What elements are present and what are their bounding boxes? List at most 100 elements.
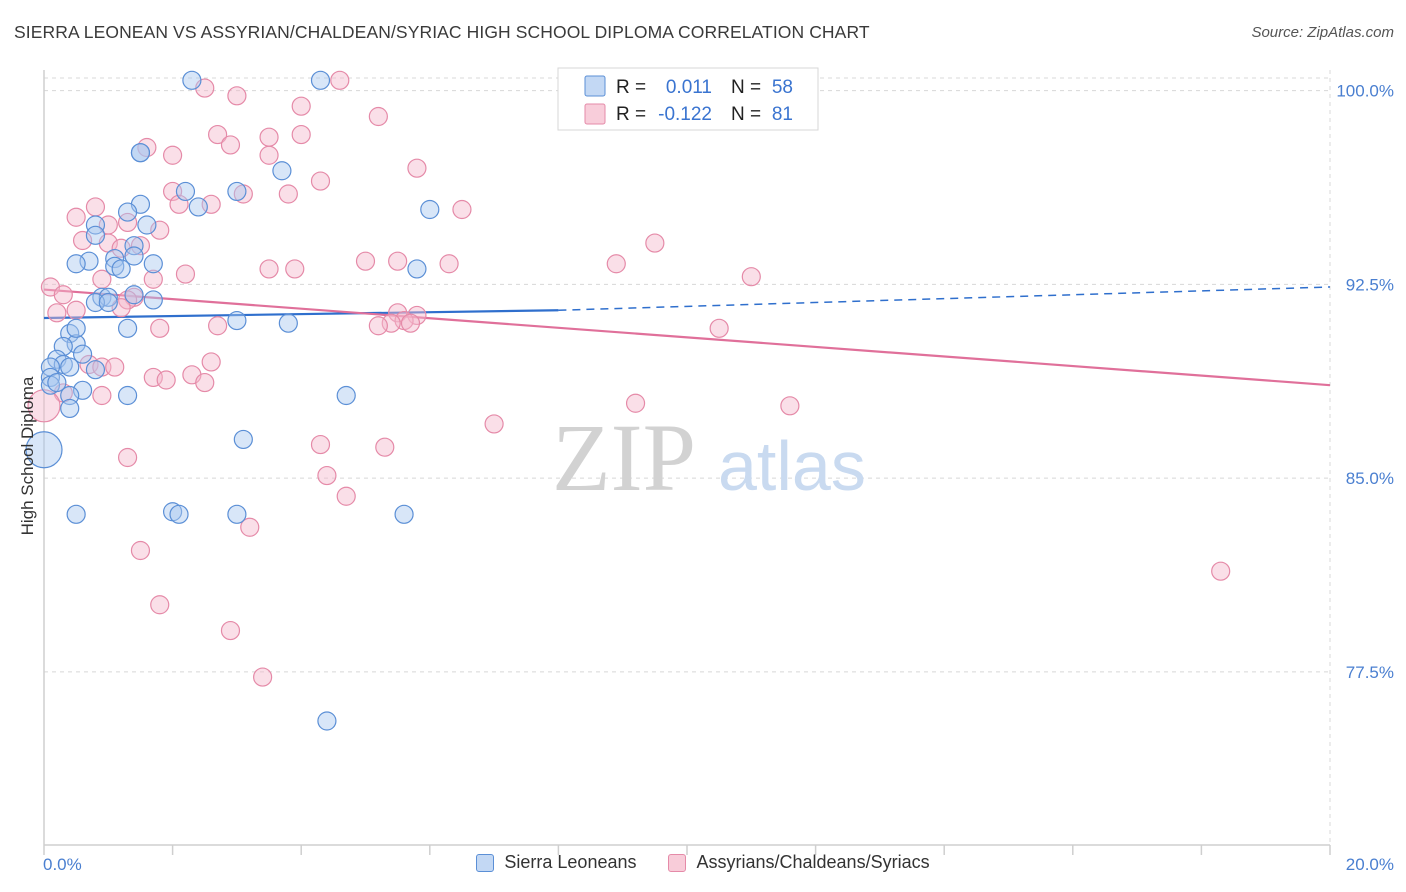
point-sierra-19	[143, 254, 163, 274]
point-assyrian-52	[368, 316, 388, 336]
point-assyrian-38	[143, 269, 163, 289]
point-sierra-3	[130, 143, 151, 163]
trend-line-sierra-dashed	[558, 286, 1331, 311]
point-assyrian-32	[439, 254, 459, 274]
point-assyrian-4	[368, 106, 388, 127]
point-assyrian-68	[27, 389, 61, 423]
legend-n-label-1: N =	[731, 77, 761, 98]
point-assyrian-46	[47, 303, 67, 323]
point-sierra-48	[233, 429, 253, 450]
point-assyrian-36	[175, 264, 196, 284]
point-assyrian-30	[355, 251, 376, 271]
point-assyrian-55	[709, 318, 729, 338]
point-assyrian-59	[105, 357, 125, 377]
point-sierra-21	[111, 259, 131, 279]
point-assyrian-79	[220, 620, 241, 641]
point-sierra-5	[175, 181, 196, 202]
point-sierra-23	[124, 285, 144, 305]
point-sierra-35	[72, 344, 93, 364]
point-assyrian-77	[1211, 561, 1231, 581]
point-assyrian-76	[130, 540, 151, 561]
y-tick-1: 92.5%	[1346, 275, 1394, 294]
point-sierra-39	[85, 360, 106, 380]
point-assyrian-11	[259, 145, 279, 165]
point-sierra-26	[143, 290, 163, 310]
legend-r-value-1: 0.011	[666, 77, 712, 98]
point-sierra-24	[92, 287, 112, 307]
point-sierra-47	[60, 398, 80, 419]
legend-swatch-assyrians	[668, 853, 687, 872]
point-assyrian-35	[285, 259, 305, 279]
point-sierra-50	[66, 504, 86, 524]
legend-label-assyrians: Assyrians/Chaldeans/Syriacs	[696, 852, 930, 872]
point-assyrian-6	[208, 124, 228, 145]
legend-item-sierra-leoneans: Sierra Leoneans	[476, 852, 636, 873]
legend-n-value-1: 58	[772, 77, 793, 98]
point-sierra-28	[98, 292, 118, 313]
point-sierra-25	[98, 287, 118, 307]
legend-r-label-2: R =	[616, 104, 646, 125]
point-sierra-0	[182, 70, 202, 90]
legend-item-assyrians: Assyrians/Chaldeans/Syriacs	[668, 852, 930, 873]
point-assyrian-24	[150, 220, 170, 240]
point-assyrian-72	[117, 447, 138, 468]
point-assyrian-22	[117, 212, 138, 233]
point-assyrian-2	[227, 86, 247, 106]
axes	[43, 70, 1331, 855]
point-assyrian-0	[330, 70, 350, 90]
point-assyrian-69	[484, 414, 504, 434]
point-assyrian-7	[259, 127, 279, 147]
point-sierra-12	[137, 215, 157, 235]
point-assyrian-44	[111, 298, 131, 318]
point-sierra-44	[336, 385, 356, 406]
y-tick-labels: 100.0% 92.5% 85.0% 77.5%	[1336, 82, 1394, 682]
point-assyrian-43	[117, 290, 138, 310]
series-legend: Sierra Leoneans Assyrians/Chaldeans/Syri…	[0, 852, 1406, 873]
legend-r-label-1: R =	[616, 77, 646, 98]
point-assyrian-45	[66, 300, 86, 320]
point-assyrian-73	[317, 465, 337, 486]
x-tick-min: 0.0%	[43, 855, 82, 874]
point-sierra-14	[124, 236, 144, 256]
y-tick-0: 100.0%	[1336, 82, 1394, 101]
point-sierra-11	[85, 215, 106, 235]
correlation-legend: R = 0.011 N = 58 R = -0.122 N = 81	[557, 67, 819, 131]
watermark-atlas: atlas	[718, 427, 866, 505]
point-sierra-10	[117, 202, 138, 222]
point-sierra-54	[394, 504, 414, 524]
point-assyrian-8	[220, 135, 241, 155]
point-assyrian-28	[130, 236, 151, 256]
point-assyrian-41	[53, 285, 73, 305]
point-sierra-46	[117, 385, 138, 406]
point-assyrian-66	[625, 393, 646, 413]
point-sierra-57	[66, 318, 86, 338]
point-assyrian-75	[240, 517, 260, 537]
point-assyrian-62	[156, 370, 176, 390]
point-sierra-38	[60, 357, 80, 377]
legend-r-value-2: -0.122	[658, 104, 712, 125]
legend-swatch-pink	[584, 103, 606, 125]
point-assyrian-48	[407, 305, 427, 326]
point-sierra-8	[188, 197, 208, 217]
point-assyrian-21	[66, 207, 86, 227]
point-assyrian-56	[201, 352, 221, 372]
y-tick-3: 77.5%	[1346, 663, 1394, 682]
chart-title: SIERRA LEONEAN VS ASSYRIAN/CHALDEAN/SYRI…	[14, 22, 870, 42]
point-assyrian-20	[452, 199, 472, 220]
point-assyrian-63	[195, 372, 215, 393]
point-assyrian-78	[150, 595, 170, 615]
point-assyrian-12	[407, 158, 427, 178]
point-assyrian-13	[310, 171, 331, 191]
x-tick-max: 20.0%	[1346, 855, 1394, 874]
point-assyrian-65	[92, 385, 112, 406]
point-sierra-13	[85, 225, 106, 245]
point-assyrian-10	[163, 145, 183, 165]
point-assyrian-70	[310, 434, 331, 455]
point-sierra-1	[310, 70, 331, 90]
point-assyrian-9	[137, 137, 157, 158]
point-sierra-22	[407, 259, 427, 279]
point-assyrian-27	[72, 230, 93, 251]
point-sierra-29	[227, 310, 247, 331]
legend-swatch-sierra-leoneans	[476, 853, 495, 872]
